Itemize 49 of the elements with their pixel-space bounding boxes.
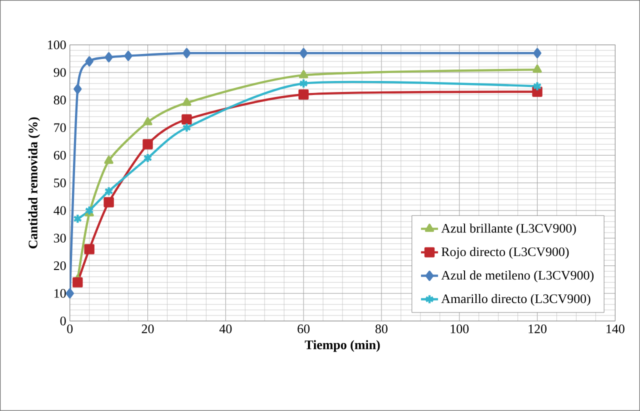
- point: [298, 90, 309, 100]
- y-tick-label: 10: [54, 289, 66, 298]
- point: [104, 156, 114, 164]
- x-axis-title: Tiempo (min): [304, 340, 380, 352]
- point: [182, 114, 192, 125]
- y-tick-label: 80: [54, 96, 66, 105]
- point: [299, 70, 308, 78]
- legend-label: Azul de metileno (L3CV900): [441, 270, 594, 282]
- point: [532, 64, 542, 73]
- point: [143, 117, 152, 126]
- point: [182, 98, 192, 106]
- y-tick-label: 30: [54, 234, 66, 243]
- point: [142, 139, 153, 150]
- point: [104, 52, 113, 62]
- x-tick-label: 60: [298, 324, 310, 334]
- point: [72, 277, 83, 288]
- point: [104, 197, 114, 208]
- y-tick-label: 50: [54, 178, 66, 188]
- x-tick-label: 100: [450, 324, 469, 334]
- point: [533, 48, 542, 58]
- y-axis-title: Cantidad removida (%): [28, 117, 40, 248]
- point: [182, 122, 192, 133]
- y-tick-label: 0: [60, 316, 66, 326]
- point: [299, 78, 308, 89]
- y-tick-label: 100: [48, 40, 66, 50]
- x-tick-label: 140: [606, 324, 624, 334]
- point: [74, 84, 82, 94]
- legend-label: Rojo directo (L3CV900): [441, 247, 569, 259]
- point: [84, 206, 94, 216]
- legend-label: Azul brillante (L3CV900): [441, 224, 576, 236]
- y-tick-label: 20: [54, 261, 66, 270]
- x-tick-label: 0: [67, 324, 73, 334]
- legend-label: Amarillo directo (L3CV900): [441, 294, 590, 306]
- x-tick-label: 80: [375, 324, 388, 334]
- y-tick-label: 90: [54, 68, 66, 77]
- point: [299, 48, 308, 58]
- point: [85, 56, 94, 67]
- x-tick-label: 120: [528, 324, 547, 334]
- point: [66, 288, 74, 299]
- y-tick-label: 40: [54, 206, 66, 215]
- point: [104, 186, 114, 196]
- y-tick-label: 60: [54, 151, 66, 160]
- x-tick-label: 40: [219, 324, 232, 334]
- point: [124, 50, 132, 62]
- y-tick-label: 70: [54, 123, 66, 132]
- point: [84, 244, 94, 254]
- point: [143, 153, 152, 164]
- point: [182, 48, 191, 58]
- x-tick-label: 20: [142, 324, 154, 334]
